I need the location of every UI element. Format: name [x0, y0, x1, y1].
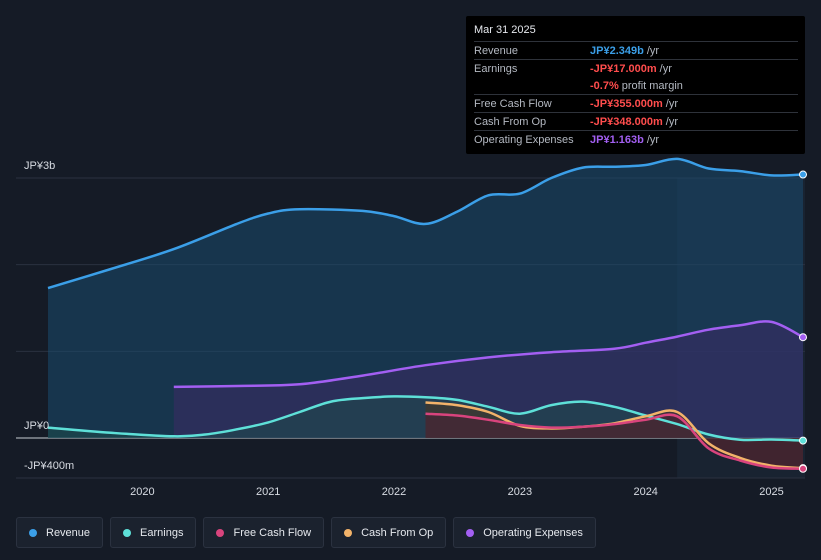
financial-chart: 2020 2021 2022 2023 2024 2025 [16, 157, 807, 498]
earnings-line [47, 395, 804, 442]
x-tick-label: 2023 [508, 486, 532, 498]
chart-legend: Revenue Earnings Free Cash Flow Cash Fro… [16, 517, 596, 548]
y-tick-label-top: JP¥3b [24, 160, 56, 172]
legend-operating-expenses[interactable]: Operating Expenses [453, 517, 596, 548]
tooltip-row-label: Operating Expenses [474, 133, 574, 146]
tooltip-row-value: -0.7% [590, 79, 619, 92]
tooltip-row-label: Cash From Op [474, 115, 547, 128]
free-cash-flow-area [425, 413, 803, 469]
free-cash-flow-end-point [799, 464, 807, 473]
legend-earnings[interactable]: Earnings [110, 517, 197, 548]
tooltip-row: Earnings -JP¥17.000m/yr [474, 59, 798, 77]
tooltip-row-value: JP¥2.349b [590, 44, 644, 57]
tooltip-row-label: Earnings [474, 62, 518, 75]
tooltip-row-unit: profit margin [621, 79, 683, 92]
legend-label: Operating Expenses [483, 526, 583, 539]
tooltip-row-label: Revenue [474, 44, 519, 57]
free-cash-flow-line [425, 412, 804, 471]
tooltip-row: -0.7% profit margin [474, 77, 798, 94]
tooltip-row-value: JP¥1.163b [590, 133, 644, 146]
tooltip-row: Free Cash Flow -JP¥355.000m/yr [474, 94, 798, 112]
tooltip-row-unit: /yr [646, 44, 660, 57]
revenue-line [47, 157, 804, 290]
tooltip-row-value: -JP¥17.000m [590, 62, 657, 75]
free-cash-flow-dot-icon [216, 528, 225, 537]
legend-free-cash-flow[interactable]: Free Cash Flow [203, 517, 325, 548]
tooltip-row-label: Free Cash Flow [474, 97, 552, 110]
legend-revenue[interactable]: Revenue [16, 517, 104, 548]
tooltip-row-unit: /yr [659, 62, 672, 75]
tooltip-row: Cash From Op -JP¥348.000m/yr [474, 112, 798, 130]
x-tick-label: 2025 [759, 486, 783, 498]
operating-expenses-line [173, 320, 804, 389]
tooltip-row-value: -JP¥348.000m [590, 115, 663, 128]
cash-from-op-dot-icon [344, 528, 353, 537]
tooltip-row-value: -JP¥355.000m [590, 97, 663, 110]
operating-expenses-dot-icon [466, 528, 475, 537]
revenue-end-point [799, 170, 807, 179]
tooltip-row-unit: /yr [665, 115, 679, 128]
tooltip-date: Mar 31 2025 [474, 24, 536, 36]
earnings-dot-icon [123, 528, 132, 537]
x-tick-label: 2020 [130, 486, 154, 498]
y-tick-label-bottom: -JP¥400m [24, 460, 75, 472]
tooltip-row: Revenue JP¥2.349b/yr [474, 41, 798, 59]
tooltip-row-unit: /yr [665, 97, 679, 110]
legend-label: Cash From Op [361, 526, 434, 539]
x-tick-label: 2021 [256, 486, 280, 498]
revenue-dot-icon [29, 528, 37, 537]
tooltip-row: Operating Expenses JP¥1.163b/yr [474, 130, 798, 148]
legend-label: Earnings [140, 526, 184, 539]
tooltip-row-unit: /yr [646, 133, 660, 146]
legend-label: Revenue [46, 526, 91, 539]
tooltip-panel: Mar 31 2025 Revenue JP¥2.349b/yr Earnings -… [466, 16, 805, 154]
operating-expenses-end-point [799, 333, 807, 342]
y-tick-label-zero: JP¥0 [24, 420, 50, 432]
legend-cash-from-op[interactable]: Cash From Op [331, 517, 447, 548]
x-tick-label: 2022 [382, 486, 406, 498]
legend-label: Free Cash Flow [233, 526, 312, 539]
x-tick-label: 2024 [633, 486, 657, 498]
earnings-end-point [799, 436, 807, 445]
